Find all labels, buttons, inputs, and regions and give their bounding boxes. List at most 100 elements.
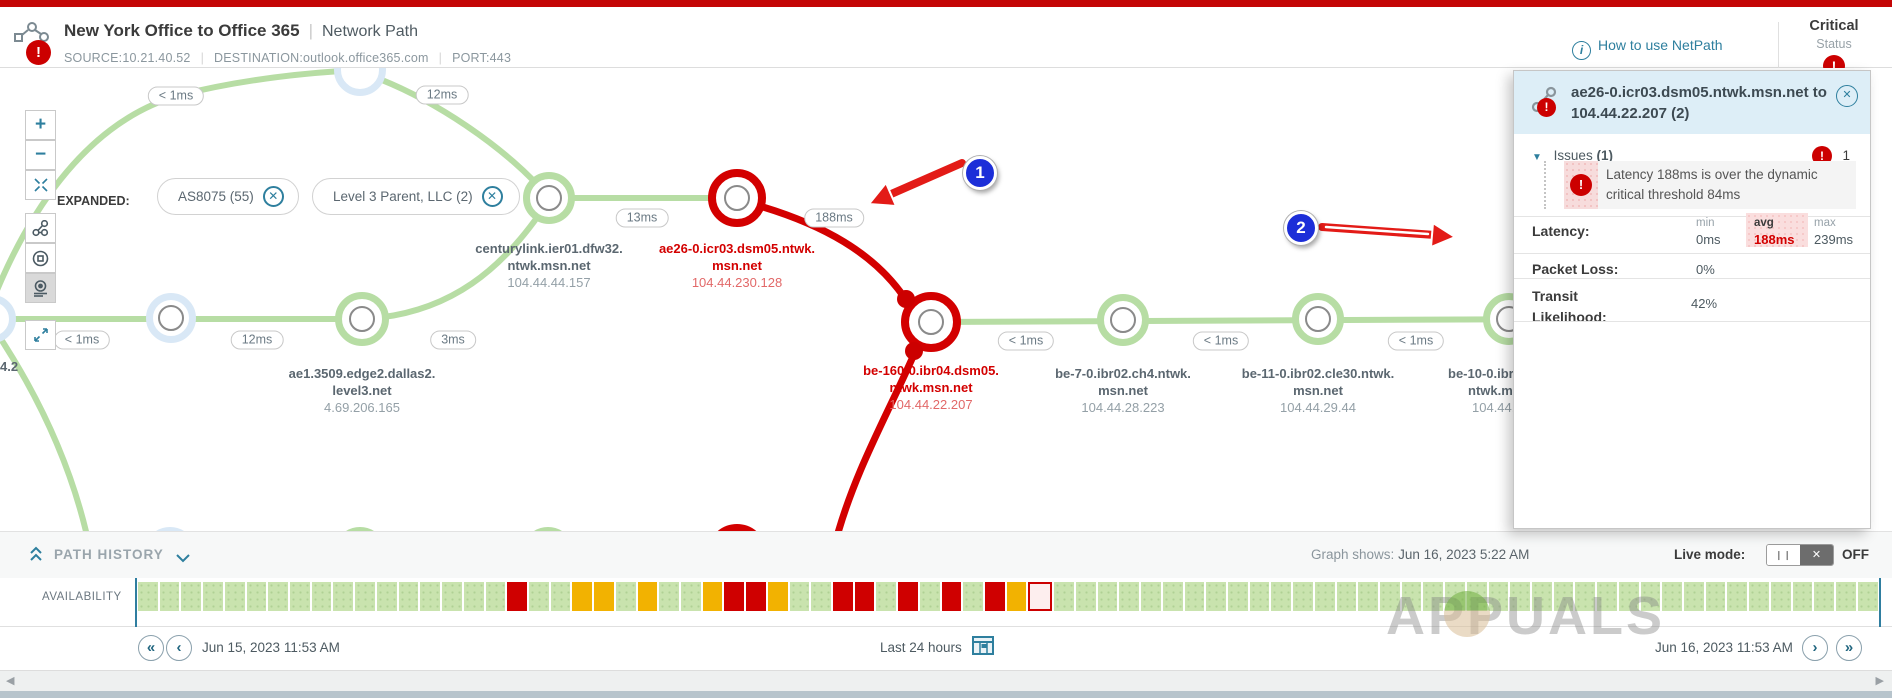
availability-segment-g[interactable] (398, 582, 419, 611)
remove-chip-icon[interactable]: ✕ (481, 186, 503, 207)
availability-segment-g[interactable] (1532, 582, 1552, 611)
availability-segment-g[interactable] (1075, 582, 1096, 611)
availability-segment-g[interactable] (333, 582, 354, 611)
availability-segment-g[interactable] (1184, 582, 1205, 611)
availability-segment-g[interactable] (1271, 582, 1292, 611)
availability-segment-g[interactable] (203, 582, 223, 611)
node-centurylink[interactable] (523, 172, 575, 224)
availability-segment-g[interactable] (1575, 582, 1596, 611)
availability-segment-r[interactable] (985, 582, 1005, 611)
node-source-partial[interactable] (0, 295, 16, 343)
availability-segment-g[interactable] (1553, 582, 1574, 611)
time-range-label[interactable]: Last 24 hours (880, 640, 962, 655)
availability-segment-g[interactable] (1141, 582, 1161, 611)
availability-segment-g[interactable] (159, 582, 180, 611)
availability-segment-m[interactable] (1028, 582, 1053, 611)
availability-segment-r[interactable] (507, 582, 527, 611)
availability-segment-g[interactable] (1227, 582, 1248, 611)
availability-segment-g[interactable] (615, 582, 636, 611)
previous-button[interactable]: ‹ (166, 635, 192, 661)
availability-segment-y[interactable] (637, 582, 658, 611)
close-panel-icon[interactable]: ✕ (1836, 85, 1858, 107)
live-mode-toggle[interactable]: ❙❙ ✕ (1766, 544, 1834, 566)
availability-segment-g[interactable] (1792, 582, 1813, 611)
availability-segment-g[interactable] (1206, 582, 1226, 611)
expanded-chip-as8075[interactable]: AS8075 (55) ✕ (157, 178, 299, 215)
availability-segment-g[interactable] (1640, 582, 1661, 611)
node-ae26-critical[interactable] (708, 169, 766, 227)
how-to-use-netpath-link[interactable]: i How to use NetPath (1572, 37, 1723, 60)
availability-segment-g[interactable] (1445, 582, 1465, 611)
availability-segment-g[interactable] (550, 582, 571, 611)
availability-segment-g[interactable] (1618, 582, 1639, 611)
availability-segment-g[interactable] (811, 582, 831, 611)
availability-segment-g[interactable] (1401, 582, 1422, 611)
scroll-left-icon[interactable]: ◀ (6, 675, 15, 687)
availability-segment-r[interactable] (898, 582, 918, 611)
availability-segment-r[interactable] (854, 582, 875, 611)
availability-segment-g[interactable] (1162, 582, 1183, 611)
availability-segment-y[interactable] (572, 582, 593, 611)
availability-segment-r[interactable] (724, 582, 745, 611)
availability-segment-g[interactable] (919, 582, 940, 611)
availability-segment-g[interactable] (789, 582, 810, 611)
availability-segment-y[interactable] (702, 582, 723, 611)
availability-segment-g[interactable] (1857, 582, 1878, 611)
availability-segment-g[interactable] (963, 582, 984, 611)
collapse-path-history-icon[interactable] (30, 546, 42, 567)
availability-segment-g[interactable] (1054, 582, 1074, 611)
last-page-button[interactable]: » (1836, 635, 1862, 661)
availability-segment-g[interactable] (1097, 582, 1118, 611)
availability-segment-g[interactable] (1249, 582, 1270, 611)
availability-segment-g[interactable] (1379, 582, 1400, 611)
availability-segment-g[interactable] (311, 582, 332, 611)
availability-segment-g[interactable] (876, 582, 897, 611)
availability-segment-g[interactable] (1770, 582, 1791, 611)
availability-segment-g[interactable] (290, 582, 310, 611)
first-page-button[interactable]: « (138, 635, 164, 661)
availability-segment-g[interactable] (1119, 582, 1140, 611)
zoom-in-button[interactable]: + (25, 110, 56, 140)
availability-segment-g[interactable] (1358, 582, 1378, 611)
availability-segment-g[interactable] (1814, 582, 1835, 611)
horizontal-scrollbar[interactable]: ◀ ▶ (0, 670, 1892, 691)
calendar-table-icon[interactable] (972, 636, 994, 660)
availability-segment-g[interactable] (1749, 582, 1769, 611)
availability-segment-g[interactable] (1293, 582, 1313, 611)
availability-segment-g[interactable] (659, 582, 679, 611)
availability-segment-y[interactable] (767, 582, 788, 611)
availability-segment-g[interactable] (1314, 582, 1335, 611)
availability-segment-g[interactable] (528, 582, 549, 611)
availability-segment-g[interactable] (1662, 582, 1683, 611)
availability-segment-g[interactable] (442, 582, 462, 611)
path-history-dropdown-icon[interactable] (176, 550, 190, 568)
availability-segment-g[interactable] (1836, 582, 1856, 611)
availability-segment-g[interactable] (246, 582, 267, 611)
fullscreen-button[interactable] (25, 320, 56, 350)
issue-item[interactable]: ! Latency 188ms is over the dynamic crit… (1564, 161, 1856, 209)
expanded-chip-level3[interactable]: Level 3 Parent, LLC (2) ✕ (312, 178, 520, 215)
availability-segment-g[interactable] (1510, 582, 1530, 611)
availability-segment-g[interactable] (355, 582, 375, 611)
availability-segment-g[interactable] (1423, 582, 1444, 611)
zoom-out-button[interactable]: − (25, 140, 56, 170)
availability-segment-g[interactable] (1488, 582, 1509, 611)
remove-chip-icon[interactable]: ✕ (262, 186, 284, 207)
scroll-right-icon[interactable]: ▶ (1875, 675, 1884, 687)
availability-segment-g[interactable] (463, 582, 484, 611)
node-bottom-arc-critical[interactable] (707, 524, 767, 531)
availability-segment-g[interactable] (485, 582, 506, 611)
availability-segment-g[interactable] (1705, 582, 1726, 611)
collapse-view-button[interactable] (25, 170, 56, 200)
availability-segment-y[interactable] (1006, 582, 1027, 611)
availability-segment-g[interactable] (376, 582, 397, 611)
availability-segment-y[interactable] (594, 582, 614, 611)
availability-segment-r[interactable] (746, 582, 766, 611)
availability-segment-r[interactable] (941, 582, 962, 611)
availability-segment-g[interactable] (1336, 582, 1357, 611)
availability-segment-g[interactable] (181, 582, 202, 611)
availability-segment-r[interactable] (833, 582, 853, 611)
availability-segment-g[interactable] (224, 582, 245, 611)
availability-segment-g[interactable] (680, 582, 701, 611)
availability-segment-g[interactable] (1684, 582, 1704, 611)
